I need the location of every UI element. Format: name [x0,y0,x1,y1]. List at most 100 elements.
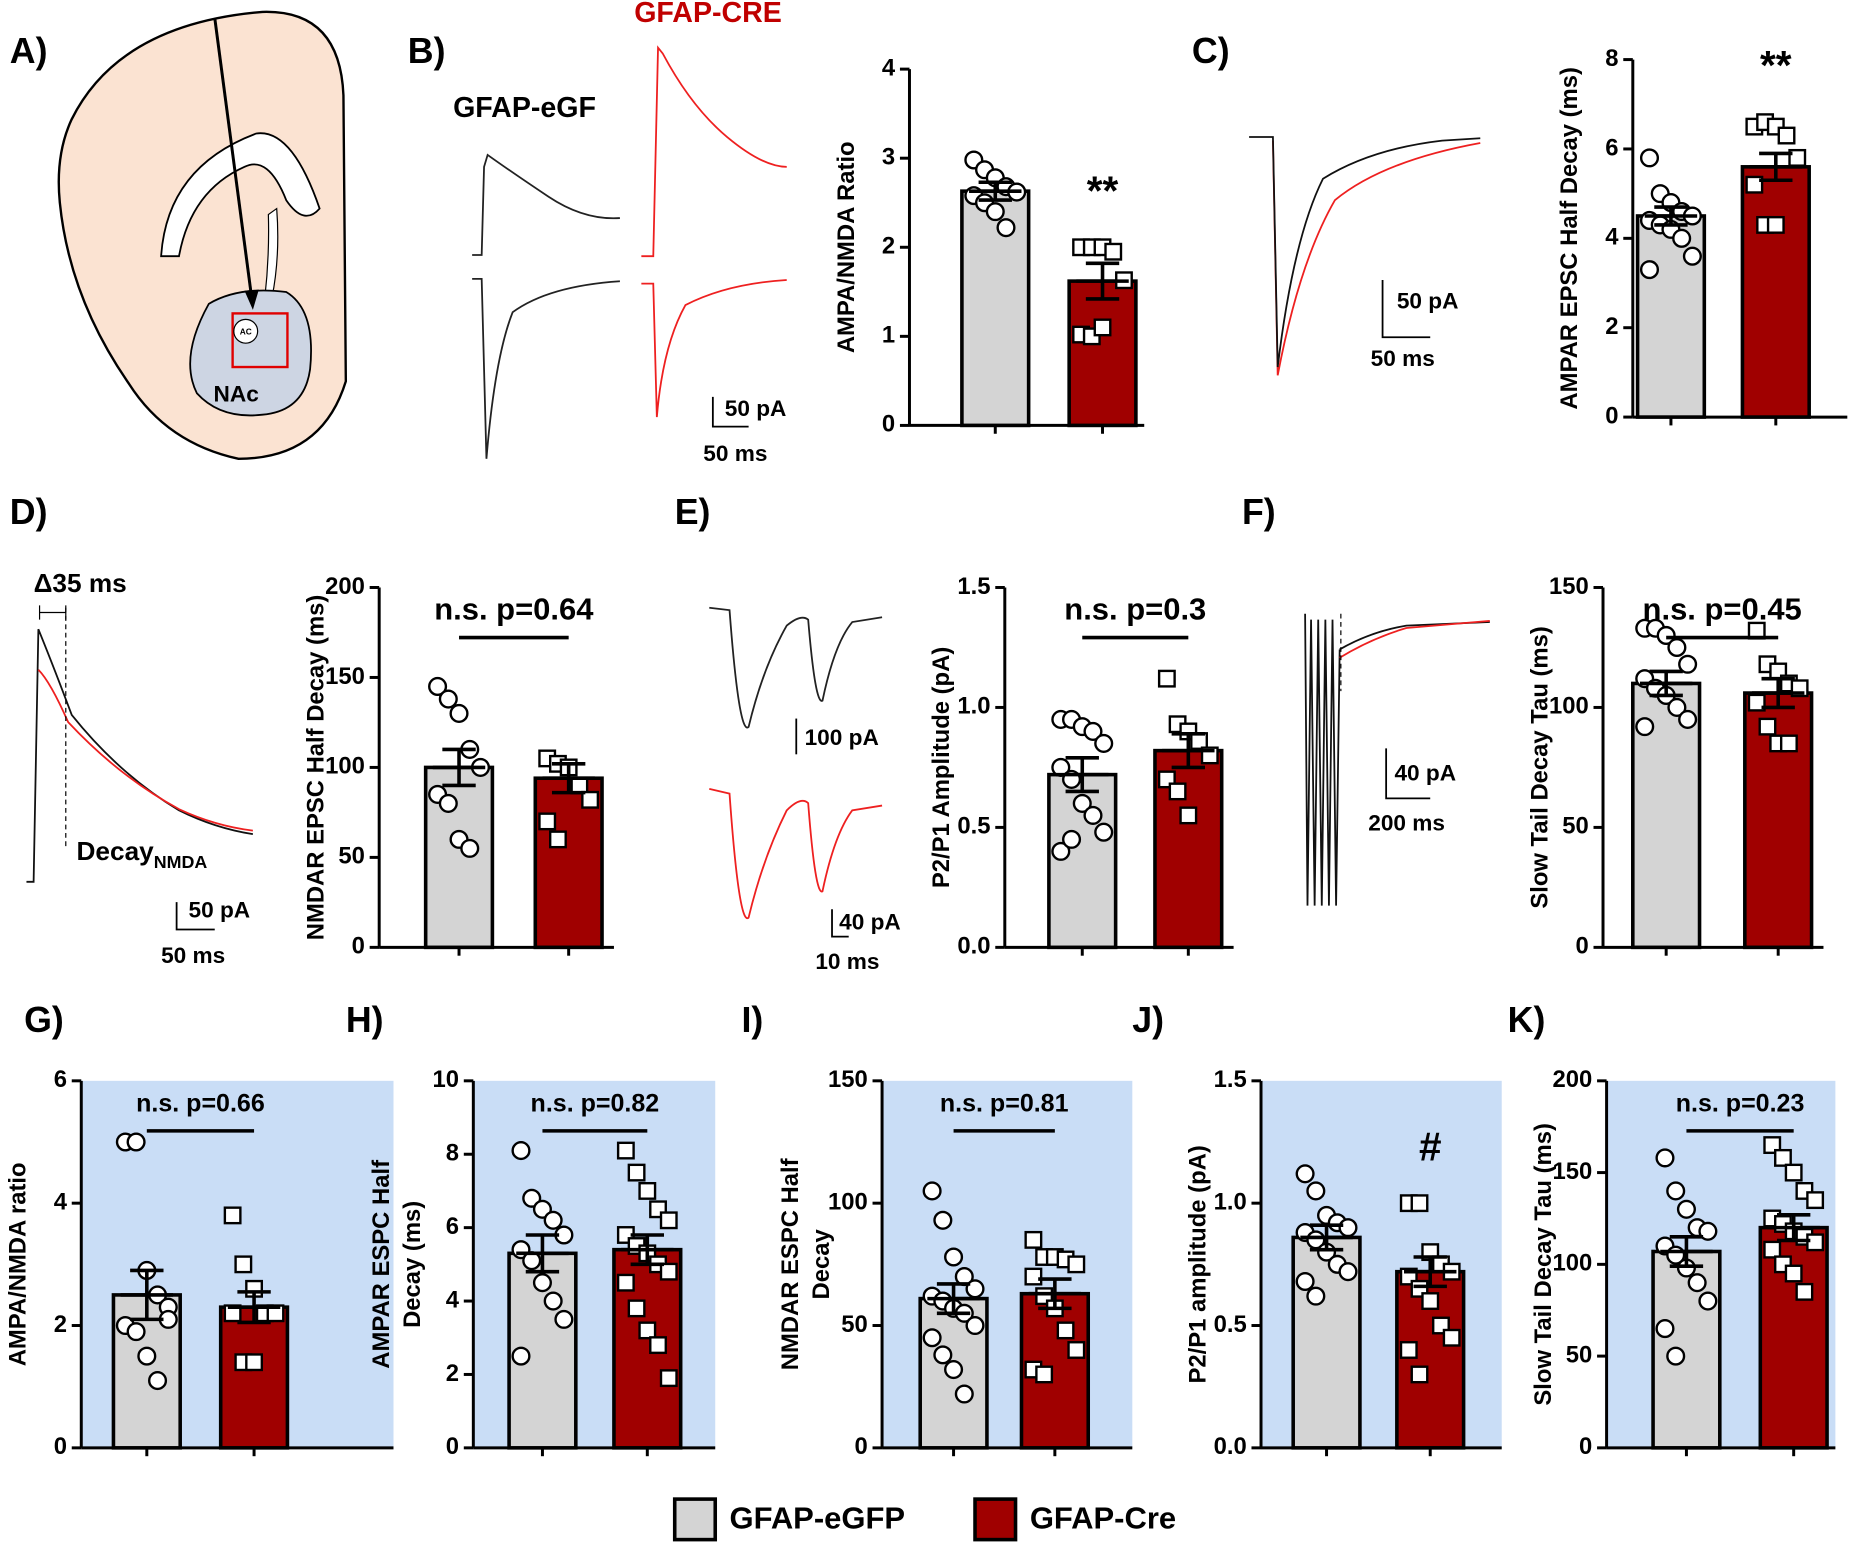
data-point [1766,215,1785,234]
data-point [137,1346,157,1366]
data-point [922,1328,942,1348]
panel-letter: G) [24,1000,64,1040]
ac-label: AC [240,327,252,337]
data-point [581,790,600,809]
y-tick-label: 1.0 [957,693,990,720]
error-bar [1028,1277,1082,1311]
trace [26,628,254,883]
y-axis-label: NMDAR EPSC Half Decay (ms) [303,595,330,941]
y-tick-label: 2 [882,233,895,260]
y-tick-label: 0 [882,411,895,438]
data-point [1179,806,1198,825]
scale-bar [1381,280,1431,339]
significance-label: n.s. p=0.81 [940,1089,1069,1117]
y-axis-label: AMPAR ESPC Half [368,1160,395,1369]
data-point [1295,1271,1315,1292]
bar [1740,165,1811,419]
data-point [1024,1267,1043,1286]
scale-label: 50 ms [703,441,767,466]
y-tick-label: 1.5 [957,573,990,600]
error-bar [120,1268,174,1322]
y-axis-label: Decay (ms) [399,1201,426,1328]
bar [218,1305,290,1450]
y-tick-label: 1.5 [1214,1066,1247,1093]
y-tick-label: 150 [828,1066,868,1093]
panel-letters: A) B) C) D) E) F) G) H) I) J) K) [10,31,1546,1040]
data-point [985,202,1005,222]
data-point [126,1322,146,1342]
scale-bar [711,396,749,428]
decay-sub: NMDA [154,851,208,871]
data-point [659,1211,678,1230]
significance-label: # [1419,1123,1442,1169]
y-tick-label: 100 [1553,1250,1593,1277]
y-tick-label: 2 [54,1311,67,1338]
data-point [1094,733,1114,753]
y-tick-label: 2 [446,1360,459,1387]
data-point [638,1182,657,1200]
data-point [438,689,458,709]
data-point [1779,734,1798,753]
data-point [223,1206,242,1225]
panel-letter: D) [10,492,48,532]
data-point [245,1353,264,1372]
error-bar [1644,205,1698,227]
data-point [1338,1218,1358,1238]
y-tick-label: 0 [1575,933,1588,960]
y-axis-label: AMPA/NMDA ratio [5,1162,32,1366]
data-point [538,812,557,831]
panel-letter: F) [1242,492,1276,532]
panel-letter: C) [1192,31,1230,71]
y-tick-label: 50 [1566,1341,1593,1368]
y-tick-label: 4 [446,1286,460,1313]
panel-letter: I) [741,1000,763,1040]
y-tick-label: 100 [1549,693,1589,720]
y-tick-label: 0.0 [1214,1433,1247,1460]
significance-label: n.s. p=0.23 [1676,1089,1805,1117]
y-tick-label: 8 [1605,45,1618,72]
y-tick-label: 2 [1605,313,1618,340]
scale-label: 40 pA [1394,761,1456,786]
legend-label: GFAP-eGFP [730,1501,906,1536]
data-point [1763,1136,1782,1154]
data-point [1067,1341,1086,1359]
data-point [1399,1341,1418,1359]
data-point [1795,1282,1814,1301]
data-point [659,1262,678,1281]
scale-bar [175,902,215,931]
data-point [1655,1319,1675,1339]
data-point [1784,1163,1803,1182]
data-point [1656,625,1676,646]
trace-label: GFAP-eGF [453,92,596,124]
trace [641,45,787,258]
data-point [1763,1240,1782,1259]
y-tick-label: 6 [446,1213,459,1240]
data-point [1306,1286,1326,1306]
y-tick-label: 50 [338,843,365,870]
data-point [1666,1346,1686,1366]
y-axis-label: AMPAR EPSC Half Decay (ms) [1556,67,1583,410]
y-tick-label: 0.5 [957,813,990,840]
y-tick-label: 0 [54,1433,67,1460]
scale-label: 100 pA [805,725,879,750]
panel-c-traces: 50 pA 50 ms [1249,136,1481,376]
decay-text: Decay [77,836,155,866]
data-point [1306,1181,1326,1201]
data-point [627,1163,646,1182]
significance-label: n.s. p=0.64 [434,592,594,627]
data-point [616,1273,635,1292]
bar-chart: 0 2 4 6 8 10 AMPAR ESPC Half Decay (ms) n.s. p=0… [368,1066,716,1460]
significance-label: n.s. p=0.66 [136,1089,265,1117]
data-point [428,676,448,696]
error-bar [927,1282,980,1316]
panel-d-traces: Δ35 ms DecayNMDA 50 pA 50 ms [26,568,254,968]
scale-label: 50 ms [161,943,225,968]
bar [1067,279,1138,428]
data-point [234,1255,253,1274]
significance-label: n.s. p=0.3 [1064,592,1206,627]
data-point [1067,1255,1086,1274]
y-tick-label: 4 [882,54,896,81]
data-point [532,1273,552,1293]
ventricle [160,132,321,258]
